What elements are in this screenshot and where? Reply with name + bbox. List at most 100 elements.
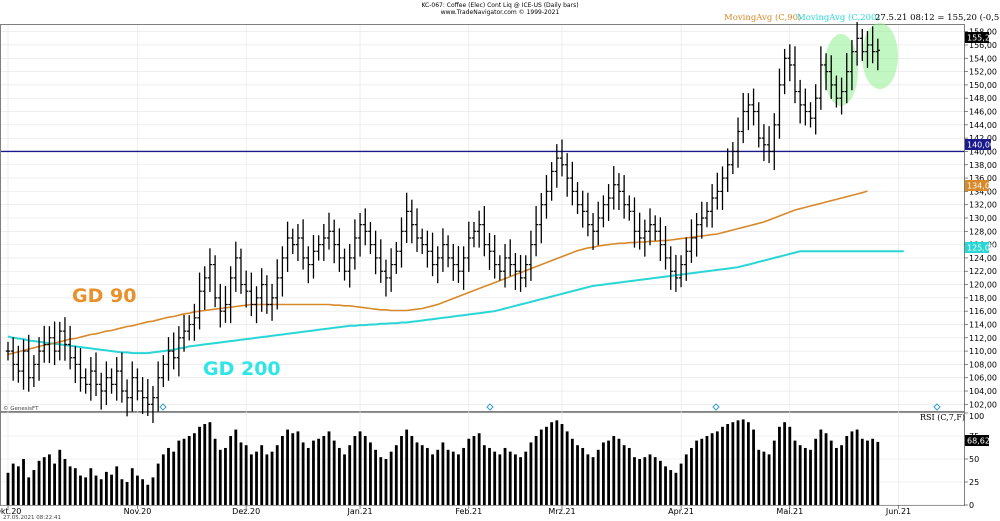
rsi-bar	[612, 436, 616, 505]
ohlc-bar	[684, 237, 689, 281]
rsi-bar	[752, 429, 755, 505]
rsi-bar	[425, 447, 429, 505]
ohlc-bar	[854, 22, 860, 66]
rsi-bar	[633, 457, 636, 505]
rsi-y-axis: 0255075100	[964, 412, 984, 510]
rsi-bar	[224, 447, 227, 505]
rsi-bar	[146, 484, 150, 505]
rsi-bar	[244, 445, 248, 505]
ohlc-bar	[508, 239, 513, 277]
ohlc-bar	[720, 166, 725, 211]
rsi-bar	[715, 431, 719, 505]
price-tick-label: 114,00	[969, 320, 997, 329]
ohlc-bar	[782, 48, 787, 95]
rsi-bar	[793, 440, 797, 505]
rsi-bar	[32, 470, 36, 505]
rsi-bar	[374, 449, 378, 505]
rsi-bar	[327, 431, 331, 505]
ohlc-bar	[394, 241, 399, 274]
ohlc-bar	[658, 217, 663, 261]
ohlc-bar	[704, 202, 710, 228]
ohlc-bar	[57, 321, 62, 361]
rsi-bar	[167, 447, 170, 505]
rsi-gridlines	[1, 412, 964, 506]
price-tick-label: 132,00	[969, 201, 997, 210]
ohlc-bar	[218, 283, 223, 328]
rsi-bar	[249, 454, 253, 505]
rsi-bar	[73, 468, 77, 505]
ohlc-bar	[518, 254, 523, 292]
rsi-bar	[596, 449, 600, 505]
ohlc-bar	[223, 285, 228, 323]
rsi-bar	[550, 422, 554, 505]
rsi-bar	[94, 475, 98, 505]
ohlc-bar	[637, 212, 642, 250]
rsi-bar	[125, 482, 129, 505]
svg-text:155,20: 155,20	[967, 34, 995, 43]
rsi-bar	[829, 440, 833, 505]
ohlc-bar	[425, 230, 430, 268]
ohlc-bar	[528, 230, 534, 281]
rsi-bar	[281, 436, 284, 505]
ohlc-bar	[119, 352, 125, 403]
x-tick-label: Feb.21	[455, 507, 482, 516]
ohlc-bar	[440, 228, 446, 272]
ohlc-bar	[207, 248, 213, 292]
rsi-bar	[400, 436, 403, 505]
ohlc-bar	[487, 232, 492, 270]
rsi-bar	[332, 440, 336, 505]
rsi-bar	[710, 433, 714, 505]
rsi-bar	[84, 477, 88, 505]
rsi-bar	[79, 475, 82, 505]
ohlc-bars	[5, 22, 881, 423]
x-axis: Okt.20 Nov.20 Dez.20 Jan.21 Feb.21 Mrz.21 Apr.…	[0, 505, 911, 516]
ohlc-bar	[42, 325, 47, 363]
ohlc-bar	[420, 228, 425, 254]
price-tick-label: 142,00	[969, 134, 997, 143]
rsi-bar	[534, 436, 538, 505]
rsi-bar	[493, 451, 497, 505]
rsi-bar	[353, 436, 357, 505]
ohlc-bar	[502, 243, 508, 288]
ohlc-bar	[823, 53, 829, 91]
rsi-bar	[560, 424, 564, 505]
rsi-bar	[48, 454, 51, 505]
rsi-bar	[741, 419, 745, 505]
rsi-value-box: 68,62	[965, 435, 990, 446]
rsi-bar	[581, 447, 585, 505]
rsi-bar	[845, 436, 849, 505]
ohlc-bar	[523, 255, 528, 288]
rsi-bar	[757, 449, 761, 505]
rsi-bar	[503, 447, 507, 505]
rsi-bar	[824, 433, 828, 505]
ohlc-bar	[21, 339, 26, 390]
rsi-bar	[270, 451, 274, 505]
rsi-bar	[420, 445, 424, 505]
ohlc-bar	[870, 26, 875, 64]
ohlc-bar	[803, 88, 808, 126]
ohlc-bar	[606, 184, 611, 221]
rsi-bar	[457, 454, 460, 505]
rsi-bar	[695, 440, 699, 505]
ohlc-bar	[533, 206, 539, 257]
ohlc-bar	[78, 348, 83, 392]
ohlc-bar	[445, 235, 451, 268]
rsi-bar	[809, 449, 812, 505]
rsi-bar	[260, 445, 264, 505]
ohlc-bar	[176, 326, 182, 377]
ohlc-bar	[124, 379, 130, 417]
rsi-bar	[726, 424, 730, 505]
rsi-bar	[198, 426, 201, 505]
rsi-bar	[130, 468, 134, 505]
ohlc-bar	[694, 213, 699, 257]
ohlc-bar	[730, 142, 736, 175]
rsi-bar	[451, 451, 455, 505]
ohlc-bar	[797, 79, 803, 124]
ma90-value-box: 134,05	[965, 180, 995, 191]
price-tick-label: 118,00	[969, 294, 997, 303]
price-tick-label: 124,00	[969, 254, 997, 263]
ohlc-bar	[212, 255, 218, 308]
ohlc-bar	[352, 219, 358, 270]
rsi-bar	[783, 422, 787, 505]
highlight-ellipse-2	[862, 23, 898, 89]
